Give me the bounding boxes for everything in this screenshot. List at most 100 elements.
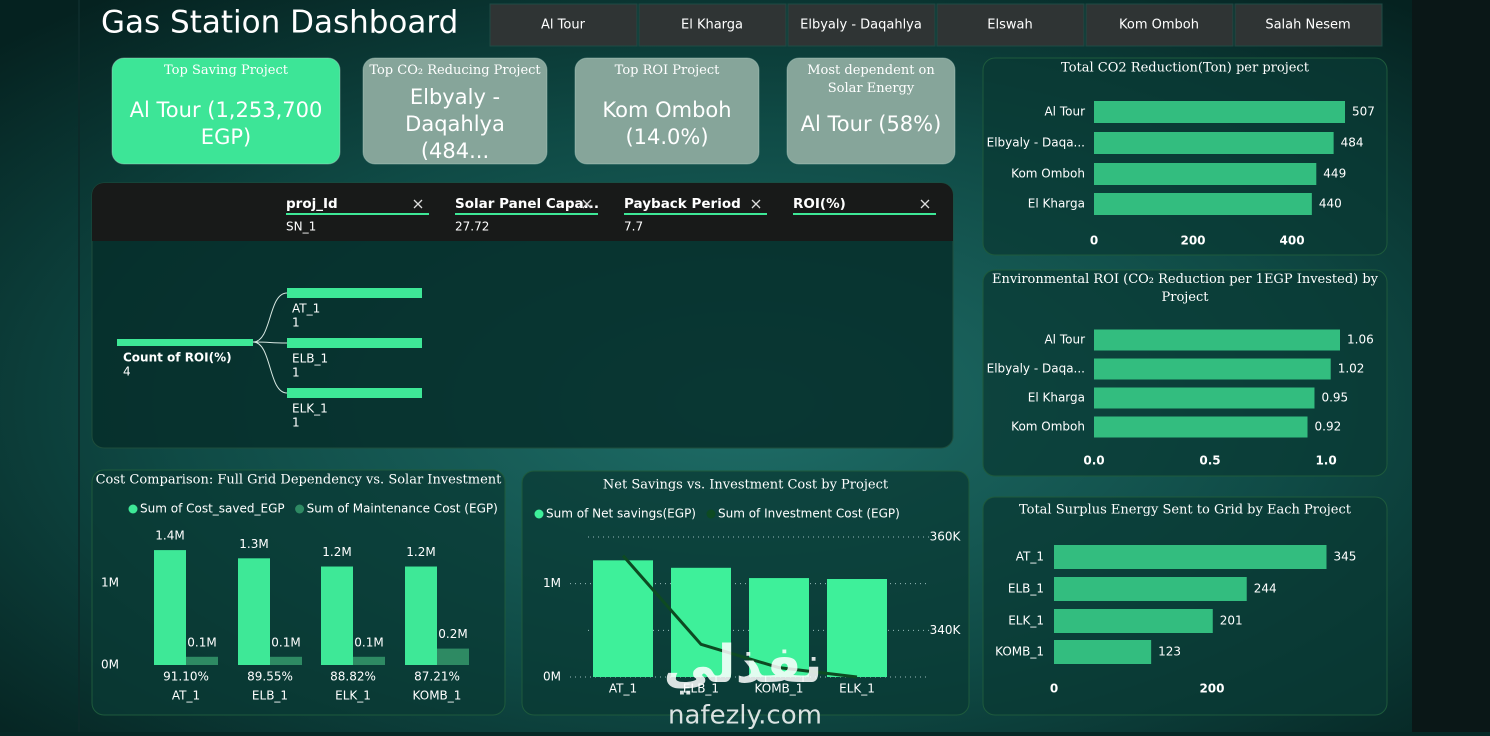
bar [1054, 609, 1213, 633]
y-tick-label: ELB_1 [1008, 582, 1044, 596]
value-label: 123 [1158, 645, 1181, 659]
tab-label[interactable]: Salah Nesem [1265, 18, 1350, 33]
tree-root-label: Count of ROI(%) [123, 351, 232, 365]
x-tick-label: KOMB_1 [755, 682, 804, 696]
kpi-title: Top Saving Project [164, 63, 288, 78]
tree-node-label: ELK_1 [292, 402, 328, 416]
tree-node-value: 1 [292, 316, 300, 330]
divider [78, 0, 80, 732]
y-tick-label: Al Tour [1044, 105, 1085, 119]
tab-label[interactable]: Al Tour [541, 18, 586, 33]
x-tick-label: AT_1 [609, 682, 637, 696]
tab-label[interactable]: Elbyaly - Daqahlya [800, 18, 922, 33]
kpi-value: Al Tour (1,253,700 EGP) [129, 98, 323, 149]
chart-title: Cost Comparison: Full Grid Dependency vs… [96, 473, 503, 488]
y2-tick-label: 340K [930, 623, 962, 637]
value-label: 440 [1319, 197, 1342, 211]
chart-title: Total CO2 Reduction(Ton) per project [1061, 61, 1310, 76]
kpi-card [111, 57, 341, 165]
tab[interactable] [1085, 3, 1234, 47]
value-label: 201 [1220, 614, 1243, 628]
tab-label[interactable]: El Kharga [681, 18, 743, 33]
legend-label: Sum of Cost_saved_EGP [140, 502, 285, 516]
value-label: 0.1M [187, 635, 216, 649]
bar [827, 579, 887, 677]
chart-panel [91, 469, 506, 716]
line [621, 554, 858, 679]
bar [186, 656, 218, 665]
ratio-label: 89.55% [247, 670, 293, 684]
column-close-icon [751, 199, 761, 209]
legend-label: Sum of Net savings(EGP) [546, 507, 696, 521]
tree-bar [287, 288, 422, 298]
chart-title: Total Surplus Energy Sent to Grid by Eac… [1019, 503, 1352, 518]
legend-marker [706, 509, 716, 519]
bar [321, 566, 353, 665]
column-header: Payback Period [624, 196, 741, 212]
y-tick-label: El Kharga [1028, 391, 1085, 405]
tab[interactable] [936, 3, 1085, 47]
y-tick-label: Elbyaly - Daqa... [987, 362, 1085, 376]
kpi-title-box: Top ROI Project [614, 63, 720, 78]
chart-panel [982, 57, 1388, 256]
y-tick-label: 0M [101, 658, 119, 672]
value-label: 1.4M [155, 529, 184, 543]
tab-label[interactable]: Elswah [987, 18, 1032, 33]
legend-marker [128, 504, 138, 514]
bar [1094, 416, 1308, 438]
bar [437, 648, 469, 665]
bar [1094, 163, 1317, 185]
x-tick-label: 0 [1050, 682, 1058, 696]
y-tick-label: ELK_1 [1008, 614, 1044, 628]
tree-link [252, 341, 288, 344]
bar [1094, 193, 1312, 215]
kpi-title-box: Most dependent on Solar Energy [807, 63, 935, 96]
value-label: 0.1M [354, 635, 383, 649]
tree-bar [287, 388, 422, 398]
value-label: 1.06 [1347, 333, 1374, 347]
bar [1094, 329, 1340, 351]
tab-label[interactable]: Kom Omboh [1119, 18, 1199, 33]
x-tick-label: 0.5 [1199, 454, 1220, 468]
tree-link [252, 292, 288, 343]
tab[interactable] [1234, 3, 1383, 47]
value-label: 0.2M [438, 627, 467, 641]
value-label: 0.95 [1321, 391, 1348, 405]
x-tick-label: ELB_1 [252, 689, 288, 703]
value-label: 345 [1334, 550, 1357, 564]
tree-node-value: 1 [292, 416, 300, 430]
legend-label: Sum of Maintenance Cost (EGP) [307, 502, 498, 516]
value-label: 484 [1341, 136, 1364, 150]
y-tick-label: 0M [543, 670, 561, 684]
x-tick-label: 400 [1280, 234, 1305, 248]
tree-header [92, 183, 953, 241]
tree-node-label: ELB_1 [292, 352, 328, 366]
tab[interactable] [638, 3, 787, 47]
value-label: 507 [1352, 105, 1375, 119]
bar [353, 656, 385, 665]
chart-title: Environmental ROI (CO₂ Reduction per 1EG… [991, 272, 1379, 305]
bar [238, 558, 270, 665]
value-label: 0.92 [1315, 420, 1342, 434]
x-tick-label: ELK_1 [839, 682, 875, 696]
y-tick-label: AT_1 [1016, 550, 1044, 564]
tab[interactable] [787, 3, 936, 47]
tree-bar [117, 339, 253, 346]
kpi-title: Top ROI Project [614, 63, 720, 78]
x-tick-label: ELK_1 [335, 689, 371, 703]
kpi-value-box: Al Tour (1,253,700 EGP) [129, 98, 323, 149]
bar [405, 566, 437, 665]
tab[interactable] [489, 3, 638, 47]
y-tick-label: Al Tour [1044, 333, 1085, 347]
value-label: 0.1M [271, 635, 300, 649]
bar [1054, 640, 1152, 664]
y-tick-label: 1M [543, 576, 561, 590]
kpi-card [362, 57, 548, 165]
ratio-label: 91.10% [163, 670, 209, 684]
bar [1094, 132, 1334, 154]
x-tick-label: AT_1 [172, 689, 200, 703]
y-tick-label: KOMB_1 [995, 645, 1044, 659]
chart-panel [982, 496, 1388, 716]
y-tick-label: 1M [101, 575, 119, 589]
